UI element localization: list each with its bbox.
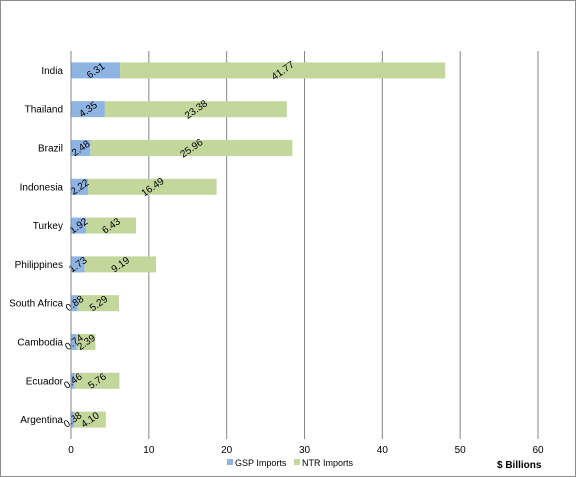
bar-ntr	[76, 334, 96, 350]
bar-ntr	[74, 372, 120, 389]
bar-gsp	[71, 295, 78, 312]
bar-gsp	[71, 334, 77, 350]
category-label: Philippines	[15, 260, 63, 271]
x-tick-label: 40	[377, 445, 389, 456]
bar-gsp	[71, 411, 74, 428]
x-tick-label: 0	[68, 445, 74, 456]
category-label: South Africa	[9, 299, 63, 310]
category-label: Cambodia	[17, 338, 63, 349]
x-tick-label: 60	[532, 445, 544, 456]
category-label: Ecuador	[26, 376, 64, 387]
bar-gsp	[71, 372, 75, 389]
x-tick-label: 20	[221, 445, 233, 456]
legend-swatch-gsp	[227, 459, 233, 465]
legend: GSP Imports NTR Imports	[227, 458, 354, 468]
bar-gsp	[71, 256, 85, 273]
bar-ntr	[104, 101, 287, 118]
legend-label-gsp: GSP Imports	[235, 458, 287, 468]
legend-swatch-ntr	[294, 459, 300, 465]
bar-ntr	[90, 140, 293, 156]
bar-ntr	[77, 295, 120, 312]
bar-gsp	[71, 62, 121, 79]
x-tick-label: 10	[143, 445, 155, 456]
bar-gsp	[71, 217, 86, 234]
bar-gsp	[71, 178, 89, 195]
legend-label-ntr: NTR Imports	[302, 458, 354, 468]
bar-ntr	[73, 411, 106, 428]
bars	[71, 62, 446, 428]
x-tick-labels: 0 10 20 30 40 50 60	[68, 445, 544, 456]
bar-ntr	[88, 178, 217, 195]
bar-ntr	[84, 256, 156, 273]
category-label: India	[41, 66, 63, 77]
x-tick-label: 50	[455, 445, 467, 456]
bar-ntr	[85, 217, 136, 234]
x-axis-unit-label: $ Billions	[497, 460, 542, 471]
category-labels: India Thailand Brazil Indonesia Turkey Philip…	[9, 66, 64, 426]
category-label: Thailand	[25, 105, 63, 116]
x-tick-label: 30	[299, 445, 311, 456]
category-label: Argentina	[20, 415, 63, 426]
bar-gsp	[71, 140, 91, 156]
category-label: Indonesia	[20, 182, 64, 193]
bar-ntr	[120, 62, 446, 79]
category-label: Brazil	[38, 144, 63, 155]
bar-gsp	[71, 101, 105, 118]
category-label: Turkey	[33, 221, 63, 232]
